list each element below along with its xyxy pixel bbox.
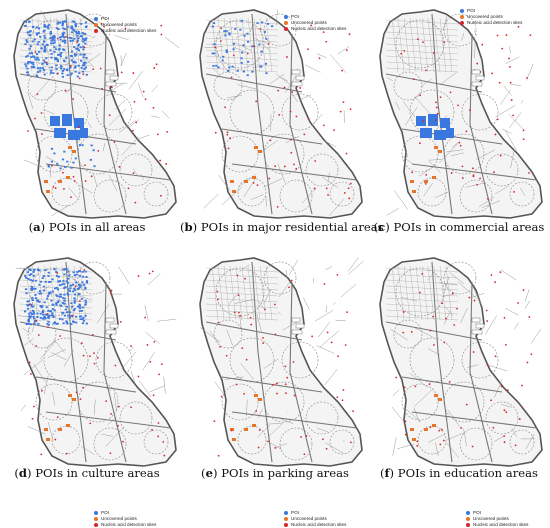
legend-dot-icon [94,17,98,21]
legend-dot-icon [460,15,464,19]
legend-item: Nucleic acid detection sites [94,28,156,34]
legend-dot-icon [284,511,288,515]
map-svg-e [192,252,372,470]
map-svg-b [192,4,372,222]
district-boundary [380,10,542,218]
legend-dot-icon [94,23,98,27]
legend-label: Nucleic acid detection sites [101,522,156,528]
legend-dot-icon [460,21,464,25]
legend-label: Nucleic acid detection sites [291,522,346,528]
map-svg-f [372,252,550,470]
legend-dot-icon [284,27,288,31]
legend-item: Nucleic acid detection sites [94,522,156,528]
legend-dot-icon [460,9,464,13]
district-boundary [200,10,362,218]
caption-b: (b) POIs in major residential areas [180,220,370,234]
legend-label: Nucleic acid detection sites [473,522,528,528]
legend-dot-icon [94,523,98,527]
map-svg-c [372,4,550,222]
caption-a: (a) POIs in all areas [0,220,182,234]
legend-item: Nucleic acid detection sites [466,522,528,528]
legend-dot-icon [94,511,98,515]
legend-dot-icon [94,29,98,33]
legend-label: Nucleic acid detection sites [291,26,346,32]
legend-label: Nucleic acid detection sites [101,28,156,34]
legend-dot-icon [284,15,288,19]
legend-dot-icon [284,517,288,521]
legend-dot-icon [466,517,470,521]
legend-dot-icon [94,517,98,521]
map-svg-a [6,4,186,222]
caption-c: (c) POIs in commercial areas [364,220,550,234]
legend-dot-icon [466,523,470,527]
district-boundary [380,258,542,466]
caption-f: (f) POIs in education areas [364,466,550,480]
legend-item: Nucleic acid detection sites [284,522,346,528]
legend-item: Nucleic acid detection sites [460,20,522,26]
legend-dot-icon [284,21,288,25]
district-boundary [14,258,176,466]
map-svg-d [6,252,186,470]
caption-d: (d) POIs in culture areas [0,466,182,480]
legend-label: Nucleic acid detection sites [467,20,522,26]
legend-item: Nucleic acid detection sites [284,26,346,32]
district-boundary [200,258,362,466]
legend-dot-icon [466,511,470,515]
caption-e: (e) POIs in parking areas [180,466,370,480]
legend-dot-icon [284,523,288,527]
